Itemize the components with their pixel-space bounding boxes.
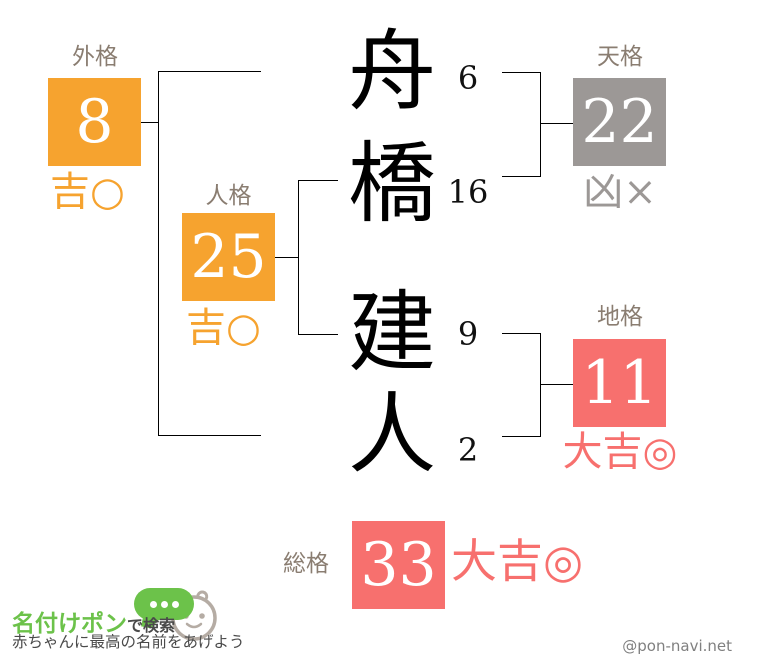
tenkaku-fortune: 凶× (583, 169, 657, 215)
tenkaku-bracket (502, 72, 541, 177)
chikaku-label: 地格 (597, 304, 643, 330)
brand-tagline: 赤ちゃんに最高の名前をあげよう (12, 633, 245, 651)
gaikaku-label: 外格 (72, 44, 118, 70)
bubble-dot (149, 600, 157, 608)
bubble-dot (160, 600, 168, 608)
jinkaku-value-box: 25 (182, 213, 275, 301)
chikaku-bracket (502, 333, 541, 437)
tenkaku-value-box: 22 (573, 78, 666, 166)
gaikaku-connector-line (141, 122, 158, 123)
chikaku-connector-line (540, 384, 573, 385)
name-char-1: 舟 (347, 20, 436, 123)
brand-suffix: で検索 (127, 616, 176, 635)
gaikaku-fortune: 吉○ (50, 169, 125, 215)
brand-name: 名付けポン (12, 611, 127, 637)
soukaku-value-box: 33 (352, 521, 445, 609)
chikaku-fortune: 大吉◎ (562, 429, 678, 475)
name-char-2: 橋 (347, 132, 436, 235)
soukaku-label: 総格 (283, 551, 329, 577)
brand-row: 名付けポンで検索 (12, 604, 175, 638)
tenkaku-connector-line (540, 123, 573, 124)
chikaku-value-box: 11 (573, 339, 666, 427)
jinkaku-label: 人格 (205, 183, 252, 209)
stroke-count-4: 2 (457, 431, 479, 469)
stroke-count-2: 16 (447, 173, 489, 211)
jinkaku-connector-line (275, 257, 298, 258)
name-char-4: 人 (347, 383, 436, 486)
stroke-count-3: 9 (457, 315, 479, 353)
gaikaku-value-box: 8 (48, 78, 141, 166)
jinkaku-fortune: 吉○ (186, 305, 261, 351)
site-credit: @pon-navi.net (622, 637, 732, 655)
gaikaku-bracket (158, 71, 261, 436)
speech-bubble-icon (134, 588, 194, 620)
name-char-3: 建 (347, 281, 436, 384)
stroke-count-1: 6 (457, 59, 479, 97)
tenkaku-label: 天格 (597, 44, 643, 70)
jinkaku-bracket (298, 180, 338, 335)
bubble-dot (171, 600, 179, 608)
soukaku-fortune: 大吉◎ (451, 534, 584, 588)
